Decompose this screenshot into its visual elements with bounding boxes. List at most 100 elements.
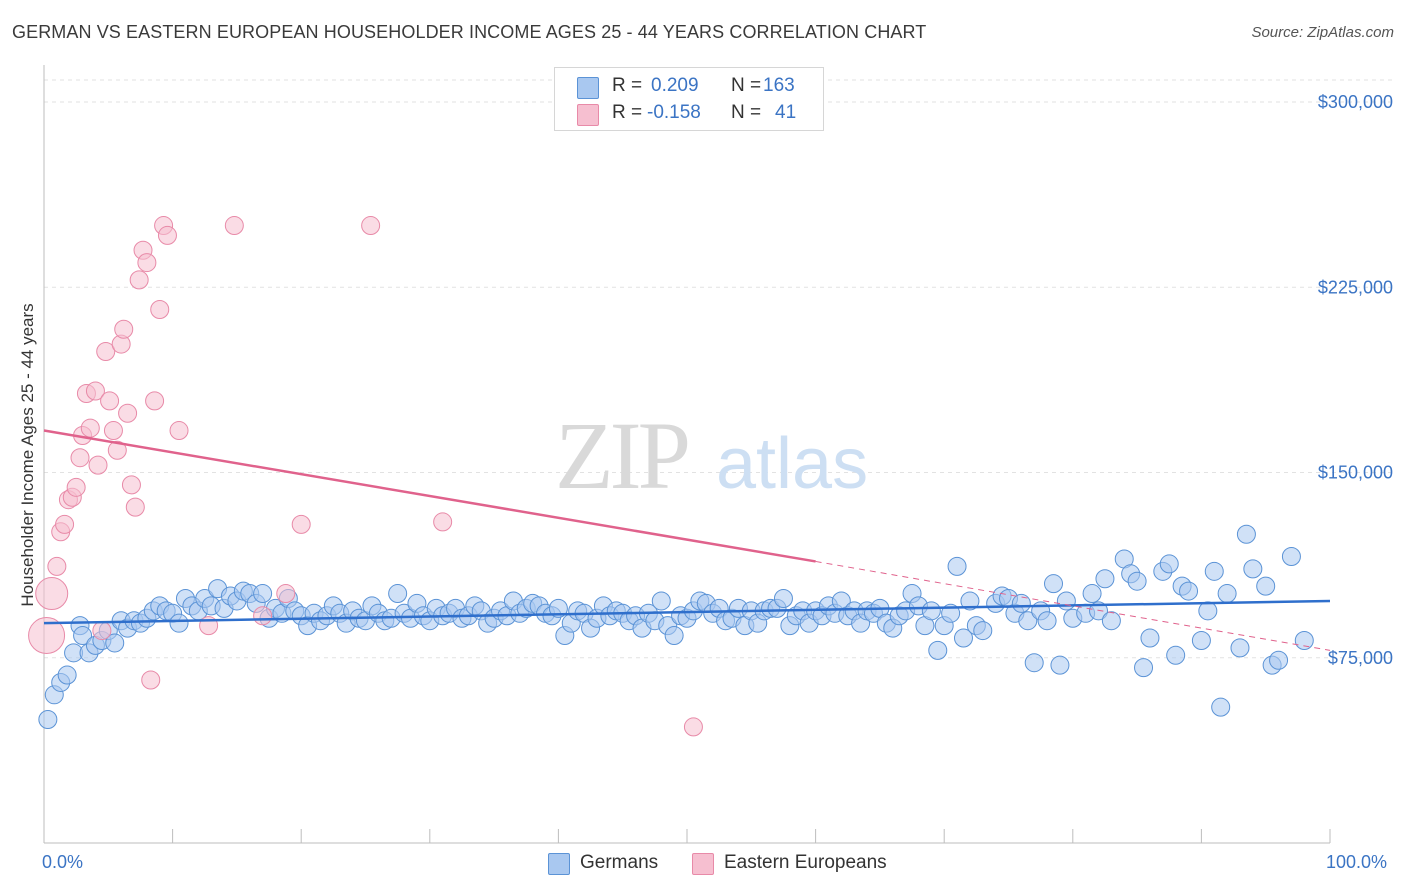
- eastern-point: [224, 216, 244, 236]
- legend-n-label: N =: [731, 75, 762, 96]
- german-point: [38, 710, 58, 730]
- legend-r-value: 0.209: [651, 75, 699, 96]
- german-point: [1127, 571, 1147, 591]
- german-point: [928, 640, 948, 660]
- german-point: [921, 601, 941, 621]
- eastern-point: [88, 455, 108, 475]
- eastern-point: [96, 342, 116, 362]
- source-label: Source: ZipAtlas.com: [1251, 24, 1394, 41]
- legend-r-label: R =: [612, 102, 643, 123]
- eastern-point: [157, 225, 177, 245]
- eastern-point: [85, 381, 105, 401]
- y-tick-label: $150,000: [1318, 463, 1393, 483]
- germans-trend-line: [43, 599, 1331, 625]
- german-point: [1269, 650, 1289, 670]
- german-point: [169, 613, 189, 633]
- eastern-point: [118, 403, 138, 423]
- german-point: [1018, 611, 1038, 631]
- y-tick-label: $300,000: [1318, 92, 1393, 112]
- german-point: [1050, 655, 1070, 675]
- german-point: [664, 626, 684, 646]
- german-point: [960, 591, 980, 611]
- german-point: [1159, 554, 1179, 574]
- eastern-point: [103, 421, 123, 441]
- german-point: [1134, 658, 1154, 678]
- german-point: [388, 584, 408, 604]
- eastern-point: [137, 253, 157, 273]
- x-tick-label-max: 100.0%: [1326, 852, 1388, 872]
- german-point: [1191, 630, 1211, 650]
- legend-label-germans: Germans: [580, 852, 659, 873]
- eastern-trend-line: [43, 429, 816, 563]
- german-point: [73, 626, 93, 646]
- eastern-point: [169, 421, 189, 441]
- watermark-zip: ZIP: [555, 402, 688, 509]
- x-tick-label-min: 0.0%: [42, 852, 84, 872]
- eastern-point: [683, 717, 703, 737]
- german-point: [1024, 653, 1044, 673]
- y-tick-label: $225,000: [1318, 277, 1393, 297]
- german-point: [105, 633, 125, 653]
- german-point: [1230, 638, 1250, 658]
- german-point: [1095, 569, 1115, 589]
- eastern-point: [107, 440, 127, 460]
- german-point: [1166, 645, 1186, 665]
- german-point: [1082, 584, 1102, 604]
- chart-title: GERMAN VS EASTERN EUROPEAN HOUSEHOLDER I…: [12, 22, 927, 42]
- german-point: [1037, 611, 1057, 631]
- german-point: [1056, 591, 1076, 611]
- eastern-point: [361, 216, 381, 236]
- eastern-point: [276, 584, 296, 604]
- eastern-point: [125, 497, 145, 517]
- eastern-point: [100, 391, 120, 411]
- correlation-legend: R = 0.209 N = 163 R = -0.158 N = 41: [554, 67, 824, 131]
- german-point: [947, 556, 967, 576]
- german-point: [1256, 576, 1276, 596]
- german-point: [1217, 584, 1237, 604]
- y-tick-label: $75,000: [1328, 648, 1393, 668]
- eastern-point: [291, 514, 311, 534]
- watermark-atlas: atlas: [716, 424, 868, 504]
- german-point: [1198, 601, 1218, 621]
- legend-r-label: R =: [612, 75, 643, 96]
- german-point: [1044, 574, 1064, 594]
- eastern-point: [253, 606, 273, 626]
- german-point: [1011, 593, 1031, 613]
- german-point: [548, 598, 568, 618]
- legend-label-eastern: Eastern Europeans: [724, 852, 887, 873]
- german-point: [57, 665, 77, 685]
- german-point: [651, 591, 671, 611]
- legend-swatch-blue: [577, 77, 599, 99]
- eastern-point: [129, 270, 149, 290]
- eastern-point: [55, 514, 75, 534]
- german-point: [1294, 630, 1314, 650]
- german-point: [1179, 581, 1199, 601]
- eastern-point: [70, 448, 90, 468]
- eastern-point: [145, 391, 165, 411]
- german-point: [1101, 611, 1121, 631]
- legend-n-label: N =: [731, 102, 762, 123]
- eastern-point: [47, 556, 67, 576]
- german-point: [1281, 546, 1301, 566]
- eastern-point: [150, 300, 170, 320]
- legend-r-value: -0.158: [647, 102, 701, 123]
- german-point: [1211, 697, 1231, 717]
- legend-swatch-pink: [577, 104, 599, 126]
- eastern-point: [121, 475, 141, 495]
- german-point: [1204, 561, 1224, 581]
- legend-swatch-blue: [548, 853, 570, 875]
- eastern-point: [114, 319, 134, 339]
- german-point: [773, 588, 793, 608]
- eastern-point: [66, 477, 86, 497]
- eastern-point: [80, 418, 100, 438]
- german-point: [1140, 628, 1160, 648]
- eastern-point: [433, 512, 453, 532]
- eastern-point: [35, 577, 69, 611]
- eastern-point: [28, 617, 66, 655]
- legend-n-value: 41: [775, 102, 797, 123]
- legend-swatch-pink: [692, 853, 714, 875]
- german-point: [973, 621, 993, 641]
- legend-n-value: 163: [763, 75, 795, 96]
- german-point: [1236, 524, 1256, 544]
